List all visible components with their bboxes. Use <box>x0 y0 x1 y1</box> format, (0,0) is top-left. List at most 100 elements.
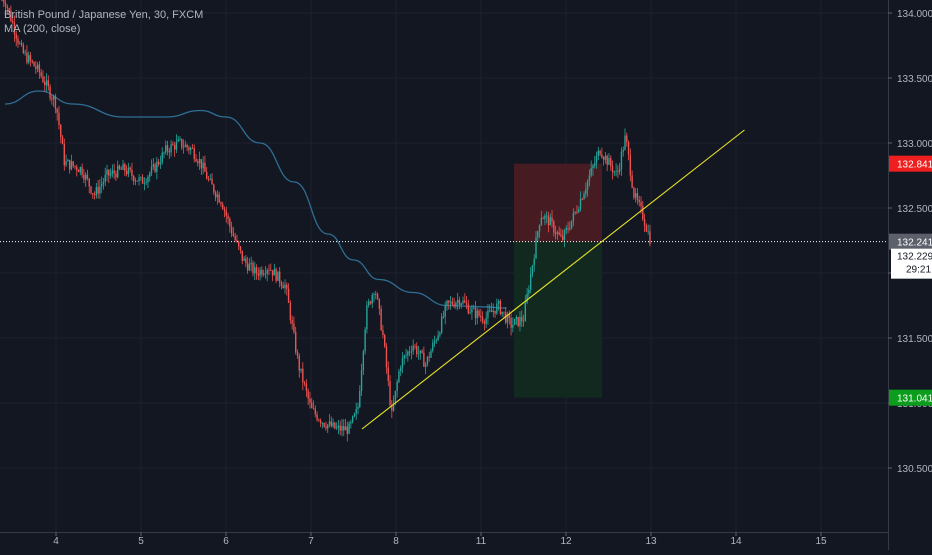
candle-body <box>234 235 236 241</box>
candle-body <box>487 310 489 318</box>
candle-body <box>305 383 308 391</box>
candle-body <box>556 232 559 234</box>
candle-body <box>51 98 53 100</box>
price-labels: 132.841 132.241 131.041 132.229 29:21 <box>889 155 932 406</box>
candle-body <box>572 212 575 221</box>
candle-body <box>255 267 258 274</box>
time-tick-label: 12 <box>560 536 572 547</box>
candle-body <box>278 271 281 283</box>
indicator-title[interactable]: MA (200, close) <box>4 23 81 35</box>
candle-body <box>109 173 112 176</box>
candle-body <box>597 150 599 157</box>
candle-body <box>563 230 566 240</box>
candle-body <box>67 159 69 162</box>
candle-body <box>293 323 295 333</box>
candle-body <box>300 368 302 371</box>
candle-body <box>595 156 598 164</box>
candle-body <box>22 45 25 54</box>
candle-body <box>375 294 377 295</box>
candle-body <box>622 149 624 152</box>
candle-body <box>134 180 137 182</box>
candle-body <box>408 351 411 353</box>
symbol-title[interactable]: British Pound / Japanese Yen, 30, FXCM <box>4 9 204 21</box>
candle-body <box>200 159 203 169</box>
countdown-label: 29:21 <box>906 265 931 276</box>
candle-body <box>238 241 240 247</box>
candle-body <box>473 308 475 309</box>
candle-body <box>384 335 386 347</box>
candle-body <box>647 231 649 233</box>
chart-legend[interactable]: British Pound / Japanese Yen, 30, FXCM M… <box>4 8 203 36</box>
candle-body <box>412 345 414 352</box>
candle-body <box>440 316 443 333</box>
candle-body <box>79 167 82 173</box>
candle-body <box>189 148 192 151</box>
candle-body <box>348 423 350 434</box>
candle-body <box>432 343 434 351</box>
candle-body <box>70 161 73 170</box>
candle-body <box>124 163 126 171</box>
candle-body <box>376 294 379 299</box>
candle-body <box>149 173 151 177</box>
candle-body <box>359 390 361 407</box>
candle-body <box>565 228 567 231</box>
candle-body <box>542 218 544 219</box>
candle-body <box>261 269 263 275</box>
candle-body <box>170 144 172 153</box>
candle-body <box>65 161 67 166</box>
candle-body <box>389 380 391 406</box>
candle-body <box>307 390 309 399</box>
trendline-group[interactable] <box>361 129 745 430</box>
candle-body <box>254 267 256 274</box>
candle-body <box>111 170 114 174</box>
candle-body <box>214 192 217 198</box>
candle-body <box>583 193 585 200</box>
candle-body <box>485 317 487 324</box>
stop-loss-zone[interactable] <box>514 163 602 242</box>
candle-body <box>1 0 3 1</box>
candle-body <box>421 350 423 353</box>
candle-body <box>319 420 322 424</box>
candle-body <box>327 424 329 429</box>
position-tool[interactable] <box>514 163 602 398</box>
candle-body <box>239 246 242 251</box>
candle-body <box>387 367 389 381</box>
candle-body <box>608 158 610 165</box>
candle-body <box>355 408 357 414</box>
candle-body <box>15 34 17 39</box>
candle-body <box>410 351 413 353</box>
candle-body <box>140 177 142 178</box>
candle-body <box>350 421 352 424</box>
candle-body <box>601 154 603 158</box>
candle-body <box>188 147 190 151</box>
candle-body <box>474 308 477 319</box>
take-profit-zone[interactable] <box>514 241 602 398</box>
current-price-label: 132.229 <box>897 252 932 263</box>
candle-body <box>638 200 640 203</box>
candle-body <box>257 273 260 276</box>
candle-body <box>271 270 274 276</box>
time-axis[interactable]: 4 5 6 7 8 11 12 13 14 15 <box>0 532 888 547</box>
trendline[interactable] <box>361 129 745 430</box>
candle-body <box>38 64 41 73</box>
time-tick-label: 15 <box>815 536 827 547</box>
candle-body <box>341 426 343 431</box>
candle-body <box>522 321 525 322</box>
candle-body <box>442 316 445 318</box>
candle-body <box>36 64 39 69</box>
candle-body <box>26 52 28 63</box>
candle-body <box>524 302 527 322</box>
candle-body <box>270 270 272 271</box>
price-tick-label: 133.000 <box>897 139 932 150</box>
candle-body <box>419 350 421 354</box>
candle-body <box>451 301 454 305</box>
candle-body <box>273 268 276 276</box>
time-tick-label: 13 <box>645 536 657 547</box>
candle-body <box>74 165 76 167</box>
target-price-label: 131.041 <box>897 394 932 405</box>
candle-body <box>24 52 26 54</box>
candle-body <box>624 135 626 150</box>
candle-body <box>380 308 382 331</box>
